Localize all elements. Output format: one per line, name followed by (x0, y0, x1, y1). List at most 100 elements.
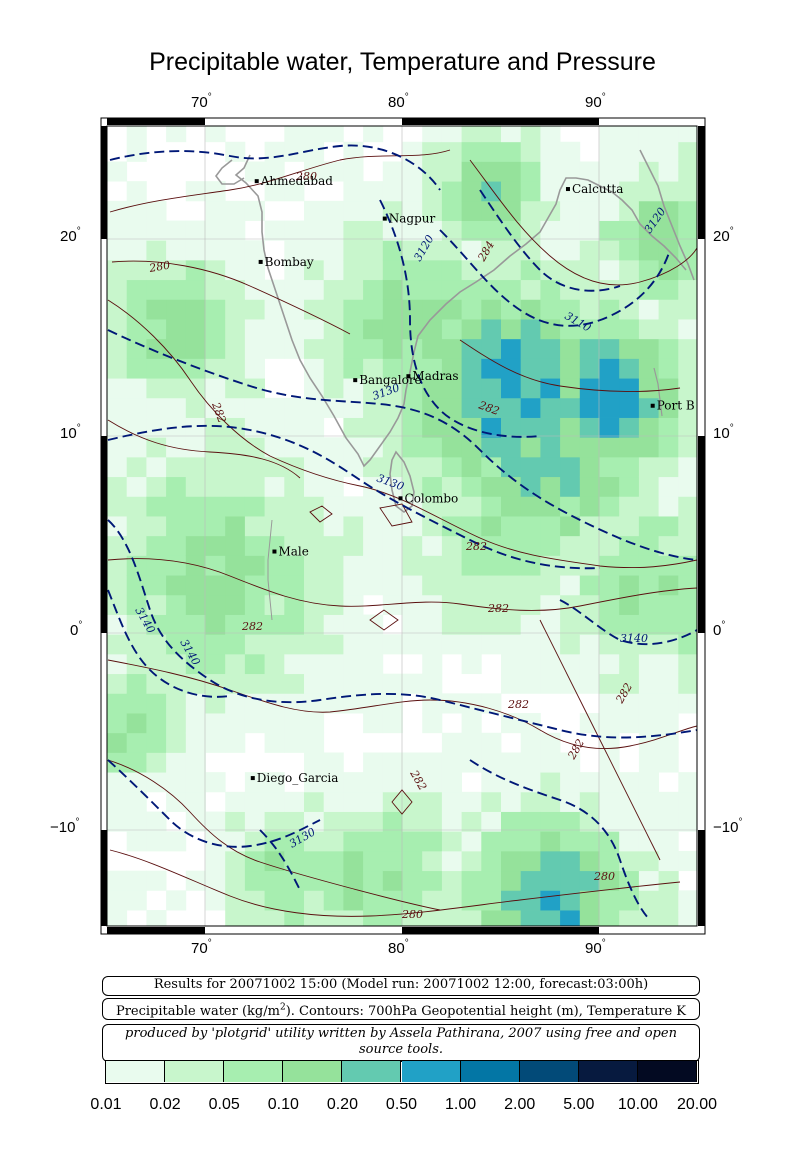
precip-cell (126, 279, 147, 300)
precip-cell (422, 456, 443, 478)
precip-cell (579, 772, 600, 793)
precip-cell (205, 456, 226, 478)
precip-cell (638, 240, 659, 261)
precip-cell (225, 319, 246, 340)
precip-cell (185, 575, 206, 596)
precip-cell (343, 338, 364, 359)
precip-cell (481, 516, 502, 537)
precip-cell (678, 496, 697, 517)
precip-cell (107, 870, 128, 891)
precip-cell (284, 240, 305, 261)
frame-segment (107, 118, 205, 125)
precip-cell (126, 476, 147, 497)
precip-cell (560, 673, 581, 694)
precip-cell (284, 496, 305, 517)
precip-cell (678, 220, 697, 241)
precip-cell (185, 476, 206, 497)
precip-cell (599, 496, 620, 517)
precip-cell (126, 693, 147, 714)
precip-cell (126, 496, 147, 517)
precip-cell (441, 535, 462, 556)
precip-cell (599, 831, 620, 852)
lat-tick-label-left-0: 0° (70, 620, 83, 639)
precip-cell (501, 575, 522, 596)
precip-cell (264, 516, 285, 537)
precip-cell (619, 555, 640, 576)
precip-cell (126, 240, 147, 261)
precip-cell (560, 910, 581, 926)
precip-cell (343, 496, 364, 517)
precip-cell (540, 496, 561, 517)
precip-cell (166, 791, 187, 812)
precip-cell (205, 240, 226, 261)
precip-cell (540, 378, 561, 399)
precip-cell (244, 358, 265, 379)
precip-cell (304, 161, 325, 182)
precip-cell (540, 358, 561, 379)
precip-cell (638, 614, 659, 635)
precip-cell (402, 417, 423, 438)
precip-cell (264, 397, 285, 418)
colorbar-tick-label: 0.01 (90, 1096, 122, 1113)
city-label: Bangalore (359, 373, 421, 387)
frame-segment (101, 436, 107, 633)
precip-cell (126, 358, 147, 379)
precip-cell (560, 220, 581, 241)
precip-cell (638, 200, 659, 221)
precip-cell (678, 555, 697, 576)
precip-cell (244, 456, 265, 478)
precip-cell (422, 417, 443, 438)
precip-cell (560, 811, 581, 832)
precip-cell (678, 516, 697, 537)
precip-cell (382, 791, 403, 812)
precip-cell (185, 299, 206, 320)
precip-cell (481, 811, 502, 832)
precip-cell (560, 870, 581, 891)
precip-cell (678, 476, 697, 497)
precip-cell (402, 181, 423, 202)
precip-cell (126, 397, 147, 418)
pressure-contour-label: 3140 (620, 632, 648, 645)
precip-cell (658, 397, 679, 418)
precip-cell (244, 653, 265, 675)
precip-cell (422, 811, 443, 832)
pressure-contours (107, 144, 697, 921)
precip-cell (599, 653, 620, 675)
precip-cell (599, 456, 620, 478)
precip-cell (363, 831, 384, 852)
precip-cell (560, 417, 581, 438)
precip-cell (205, 476, 226, 497)
precip-cell (678, 693, 697, 714)
precip-cell (599, 417, 620, 438)
precip-cell (185, 358, 206, 379)
precip-cell (501, 850, 522, 872)
precip-cell (382, 358, 403, 379)
colorbar-swatch (283, 1061, 343, 1082)
precip-cell (579, 575, 600, 596)
precip-cell (185, 732, 206, 753)
precip-cell (658, 417, 679, 438)
precip-cell (619, 200, 640, 221)
precip-cell (205, 831, 226, 852)
precip-cell (284, 850, 305, 872)
precip-cell (264, 772, 285, 793)
precip-cell (264, 220, 285, 241)
precip-cell (343, 653, 364, 675)
precip-cell (638, 693, 659, 714)
precip-cell (225, 476, 246, 497)
precip-cell (264, 713, 285, 734)
precip-cell (146, 575, 167, 596)
precip-cell (363, 673, 384, 694)
precip-cell (638, 516, 659, 537)
precip-cell (560, 850, 581, 872)
precip-cell (244, 516, 265, 537)
precip-cell (678, 319, 697, 340)
precip-cell (402, 397, 423, 418)
precip-cell (264, 575, 285, 596)
city-label: Colombo (405, 491, 459, 505)
precip-cell (599, 870, 620, 891)
precip-cell (422, 910, 443, 926)
precip-cell (638, 870, 659, 891)
precip-cell (264, 732, 285, 753)
precip-cell (264, 476, 285, 497)
